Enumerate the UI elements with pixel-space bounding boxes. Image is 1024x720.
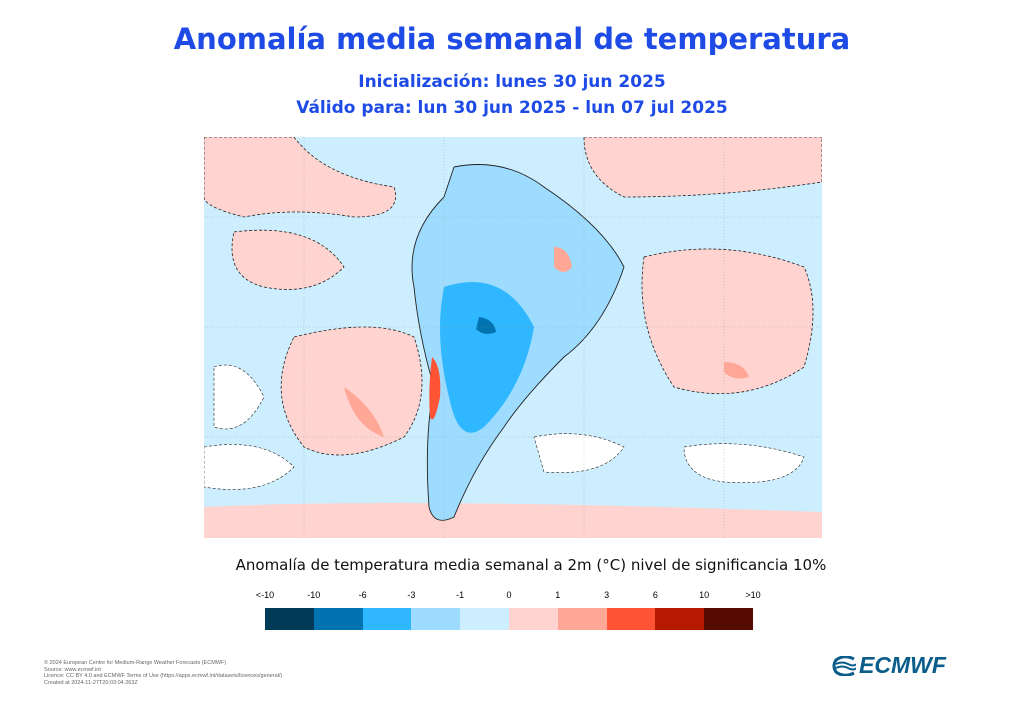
non-significant-regions: [204, 364, 805, 490]
anomaly-map: [204, 137, 822, 538]
legend-swatch: [508, 608, 558, 630]
legend-tick-label: <-10: [255, 590, 275, 600]
source: Source: www.ecmwf.int: [44, 666, 101, 673]
legend-swatch: [411, 608, 461, 630]
ecmwf-logo-text: ECMWF: [859, 652, 946, 678]
graticule: [204, 137, 822, 538]
legend-swatch: [460, 608, 509, 630]
south-america-land: [411, 164, 625, 521]
legend-tick-label: 10: [699, 590, 710, 600]
created-at: Created at 2024-11-27T20:03:04.263Z: [44, 679, 138, 686]
legend-swatch: [557, 608, 607, 630]
ecmwf-logo: ECMWF: [830, 652, 946, 679]
map-caption: Anomalía de temperatura media semanal a …: [235, 556, 827, 574]
warm-patch: [724, 362, 749, 379]
warm-anomaly-regions: [204, 137, 822, 538]
legend-tick-label: 1: [555, 590, 561, 600]
color-legend: <-10 -10 -6 -3 -1 0 1 3 6 10 >10: [256, 590, 761, 630]
warm-patch: [344, 387, 384, 437]
page-title: Anomalía media semanal de temperatura: [173, 22, 851, 56]
legend-swatch: [313, 608, 363, 630]
copyright: © 2024 European Centre for Medium-Range …: [44, 660, 227, 666]
ecmwf-logo-icon: [832, 655, 856, 676]
legend-tick-label: 6: [652, 590, 658, 600]
legend-swatch: [704, 608, 753, 630]
licence: Licence: CC BY 4.0 and ECMWF Terms of Us…: [44, 673, 283, 679]
valid-period: Válido para: lun 30 jun 2025 - lun 07 ju…: [296, 98, 728, 118]
legend-tick-label: 3: [604, 590, 610, 600]
initialization-date: Inicialización: lunes 30 jun 2025: [358, 72, 666, 92]
legend-swatch: [265, 608, 314, 630]
legend-tick-label: >10: [745, 590, 761, 600]
legend-tick-label: -6: [358, 590, 367, 600]
legend-tick-label: -3: [407, 590, 416, 600]
legend-swatch: [655, 608, 705, 630]
legend-tick-label: -1: [456, 590, 465, 600]
legend-tick-label: -10: [307, 590, 321, 600]
legend-swatch: [362, 608, 412, 630]
legend-tick-label: 0: [506, 590, 512, 600]
legend-swatch: [606, 608, 656, 630]
footer-credits: © 2024 European Centre for Medium-Range …: [44, 660, 282, 686]
